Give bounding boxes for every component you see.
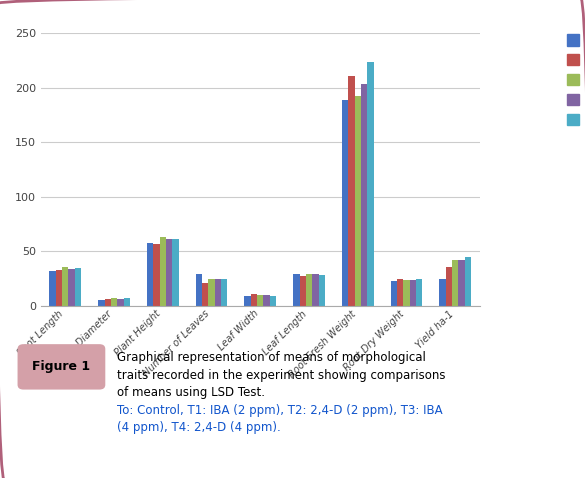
Bar — [263, 295, 270, 306]
Bar — [293, 274, 300, 306]
Bar — [245, 296, 251, 306]
Bar — [348, 76, 355, 306]
Bar — [452, 260, 459, 306]
Bar — [342, 100, 348, 306]
Bar — [196, 274, 202, 306]
Bar — [117, 299, 123, 306]
Bar — [361, 84, 367, 306]
Bar — [68, 269, 75, 306]
Bar — [56, 270, 62, 306]
Bar — [202, 283, 208, 306]
Bar — [153, 244, 160, 306]
Bar — [446, 267, 452, 306]
Bar — [391, 281, 397, 306]
Bar — [300, 276, 306, 306]
Bar — [251, 294, 257, 306]
Bar — [62, 267, 68, 306]
Bar — [221, 279, 228, 306]
Text: To: Control, T1: IBA (2 ppm), T2: 2,4-D (2 ppm), T3: IBA
(4 ppm), T4: 2,4-D (4 p: To: Control, T1: IBA (2 ppm), T2: 2,4-D … — [117, 404, 443, 435]
Legend: To, T1, T2, T3, T4: To, T1, T2, T3, T4 — [567, 34, 585, 127]
Text: Graphical representation of means of morphological
traits recorded in the experi: Graphical representation of means of mor… — [117, 351, 446, 399]
Bar — [465, 257, 471, 306]
Bar — [355, 96, 361, 306]
Bar — [173, 239, 178, 306]
Bar — [123, 298, 130, 306]
Bar — [319, 275, 325, 306]
Bar — [111, 298, 117, 306]
Bar — [75, 268, 81, 306]
Bar — [50, 271, 56, 306]
Bar — [439, 279, 446, 306]
Bar — [459, 260, 465, 306]
Bar — [367, 62, 374, 306]
Bar — [257, 295, 263, 306]
Bar — [166, 239, 173, 306]
Text: Figure 1: Figure 1 — [32, 360, 91, 373]
Bar — [416, 279, 422, 306]
Bar — [270, 296, 276, 306]
Bar — [312, 274, 319, 306]
Bar — [160, 237, 166, 306]
Bar — [98, 301, 105, 306]
Bar — [215, 279, 221, 306]
Bar — [147, 243, 153, 306]
Bar — [306, 274, 312, 306]
Bar — [208, 279, 215, 306]
Bar — [397, 279, 404, 306]
Bar — [404, 280, 410, 306]
Bar — [410, 280, 416, 306]
Bar — [105, 299, 111, 306]
